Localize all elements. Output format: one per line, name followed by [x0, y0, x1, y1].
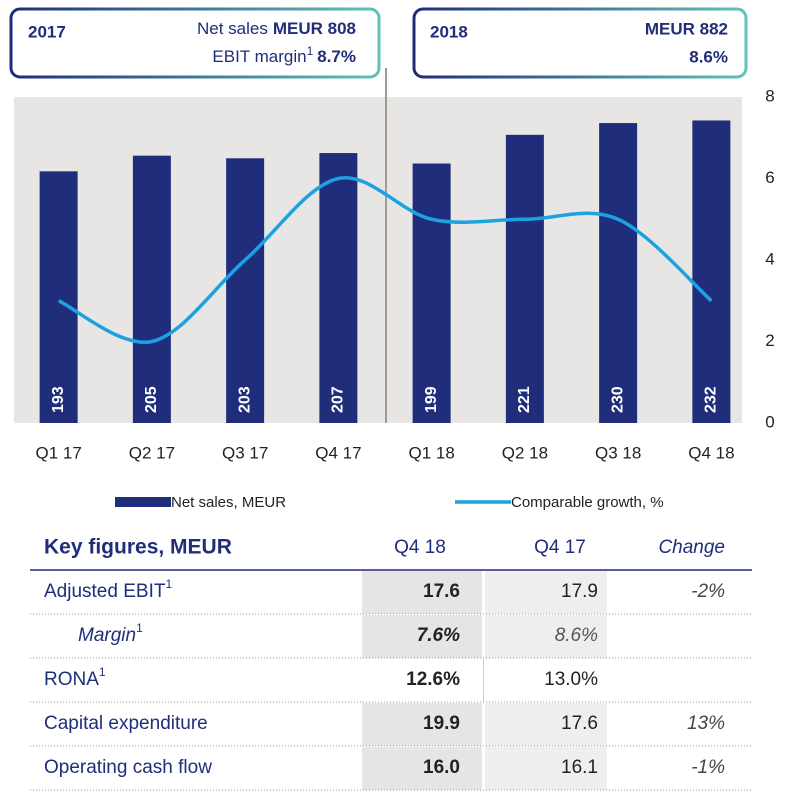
label: Margin	[78, 625, 136, 646]
row-label: Adjusted EBIT1	[44, 577, 172, 602]
y2-tick-label: 8	[765, 86, 774, 105]
x-tick-label: Q2 18	[502, 443, 548, 462]
y2-tick-label: 0	[765, 412, 774, 431]
bar	[319, 153, 358, 423]
x-tick-label: Q3 17	[222, 443, 268, 462]
label: EBIT margin	[212, 47, 306, 66]
bar-value-label: 230	[609, 386, 626, 413]
label: Operating cash flow	[44, 757, 212, 778]
line	[57, 176, 713, 344]
period-year: 2017	[28, 22, 66, 41]
cell-shade	[362, 703, 482, 746]
cell-q4-17: 16.1	[561, 757, 598, 778]
cell-q4-18: 7.6%	[417, 625, 460, 646]
period-net-sales: Net sales MEUR 808	[197, 19, 356, 38]
value: MEUR 808	[273, 19, 356, 38]
table-header: Change	[658, 537, 725, 558]
table-header: Q4 17	[534, 537, 586, 558]
period-year: 2018	[430, 22, 468, 41]
period-box	[412, 7, 748, 79]
cell-q4-18: 12.6%	[406, 669, 460, 690]
bar-value-label: 203	[236, 386, 253, 413]
x-tick-label: Q4 17	[315, 443, 361, 462]
period-net-sales: MEUR 882	[645, 19, 728, 38]
cell-q4-18: 16.0	[423, 757, 460, 778]
x-tick-label: Q1 17	[35, 443, 81, 462]
label: Adjusted EBIT	[44, 581, 166, 602]
cell-shade	[485, 747, 607, 790]
label: Capital expenditure	[44, 713, 208, 734]
bar	[505, 134, 544, 424]
cell-q4-17: 8.6%	[555, 625, 598, 646]
y2-tick-label: 4	[765, 249, 774, 268]
table-header: Q4 18	[394, 537, 446, 558]
row-label: RONA1	[44, 665, 106, 690]
label: RONA	[44, 669, 99, 690]
cell-change: 13%	[687, 713, 725, 734]
label: Net sales	[197, 19, 268, 38]
bar	[599, 123, 638, 423]
footnote: 1	[165, 577, 172, 591]
cell-shade	[362, 615, 482, 658]
cell-q4-18: 19.9	[423, 713, 460, 734]
legend-label: Net sales, MEUR	[171, 494, 286, 511]
bar	[226, 158, 265, 423]
table-header: Key figures, MEUR	[44, 536, 232, 559]
value: 8.7%	[317, 47, 356, 66]
cell-change: -2%	[691, 581, 725, 602]
legend-label: Comparable growth, %	[511, 494, 664, 511]
x-tick-label: Q1 18	[408, 443, 454, 462]
y2-tick-label: 6	[765, 168, 774, 187]
period-ebit: 8.6%	[689, 47, 728, 66]
row-label: Capital expenditure	[44, 713, 208, 734]
bar-value-label: 199	[423, 386, 440, 413]
x-tick-label: Q2 17	[129, 443, 175, 462]
period-ebit: EBIT margin1 8.7%	[212, 44, 356, 66]
y2-tick-label: 2	[765, 331, 774, 350]
footnote: 1	[307, 44, 314, 58]
bar-value-label: 193	[50, 386, 67, 413]
bar-value-label: 205	[143, 386, 160, 413]
bar	[412, 163, 451, 423]
footnote: 1	[99, 665, 106, 679]
cell-shade	[362, 571, 482, 614]
period-box	[9, 7, 381, 79]
cell-q4-17: 13.0%	[544, 669, 598, 690]
footnote: 1	[136, 621, 143, 635]
bar	[692, 120, 731, 424]
bar-value-label: 207	[330, 386, 347, 413]
bar-value-label: 232	[703, 386, 720, 413]
bar	[39, 171, 78, 423]
cell-q4-17: 17.6	[561, 713, 598, 734]
x-tick-label: Q4 18	[688, 443, 734, 462]
x-tick-label: Q3 18	[595, 443, 641, 462]
cell-q4-18: 17.6	[423, 581, 460, 602]
cell-shade	[485, 615, 607, 658]
legend-swatch	[115, 497, 171, 507]
row-label: Margin1	[78, 621, 143, 646]
cell-change: -1%	[691, 757, 725, 778]
table: Key figures, MEUR Q4 18 Q4 17 Change Adj…	[30, 536, 752, 791]
cell-shade	[362, 747, 482, 790]
cell-shade	[485, 571, 607, 614]
cell-q4-17: 17.9	[561, 581, 598, 602]
bar	[132, 155, 171, 423]
bar-value-label: 221	[516, 386, 533, 413]
row-label: Operating cash flow	[44, 757, 212, 778]
cell-shade	[485, 703, 607, 746]
